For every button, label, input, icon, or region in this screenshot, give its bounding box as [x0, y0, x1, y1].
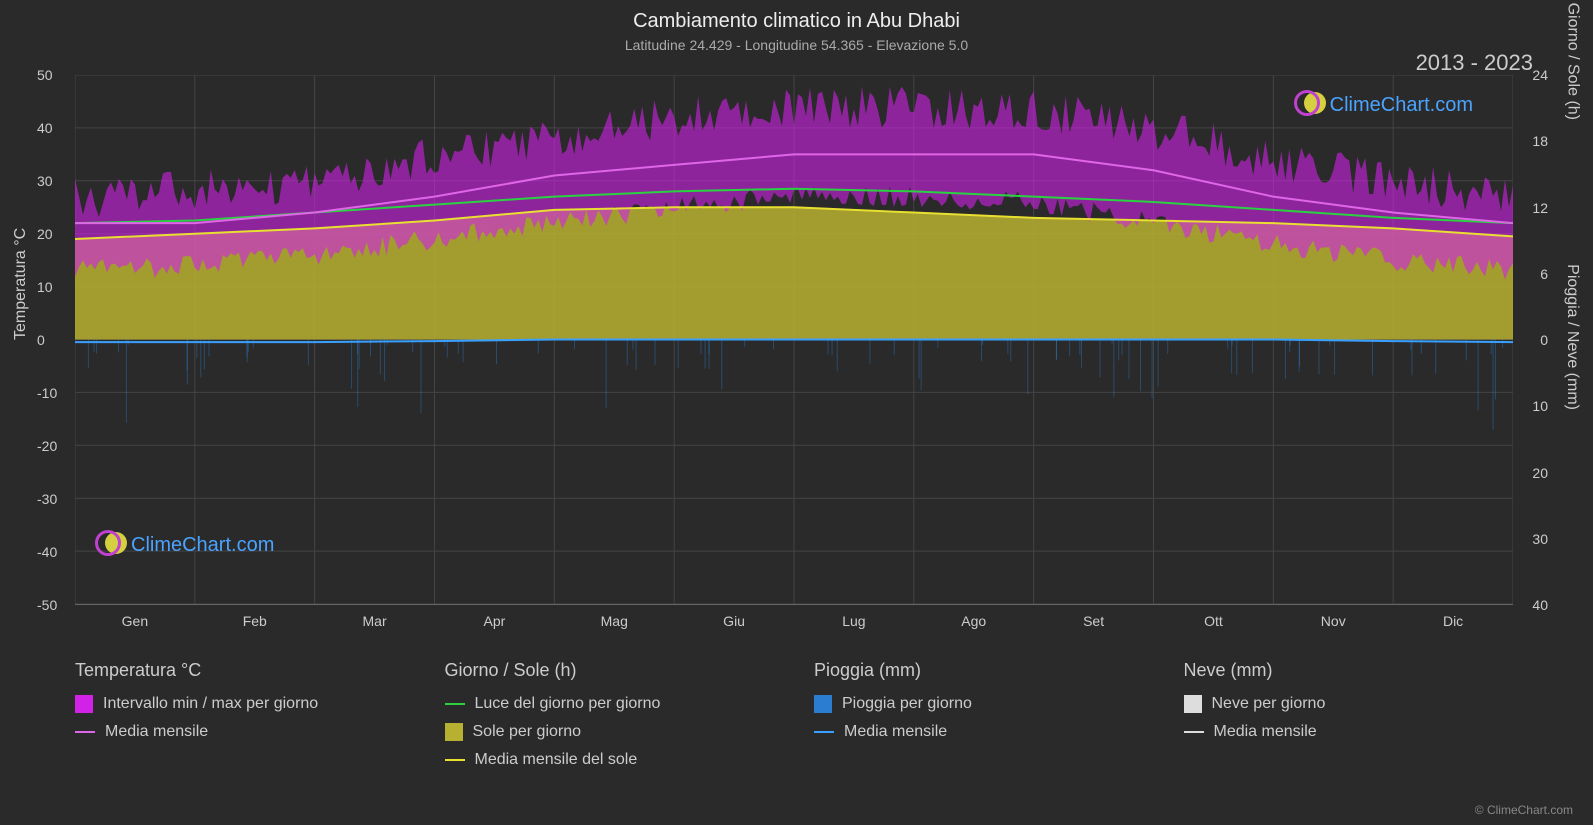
y-tick-right-top: 6: [1540, 266, 1548, 282]
y-tick-left: -20: [37, 438, 57, 454]
y-axis-right-top-label: Giorno / Sole (h): [1563, 3, 1581, 120]
legend-swatch: [814, 695, 832, 713]
y-tick-left: -30: [37, 491, 57, 507]
chart-subtitle: Latitudine 24.429 - Longitudine 54.365 -…: [0, 33, 1593, 53]
legend-group-title: Giorno / Sole (h): [445, 660, 775, 681]
x-tick: Lug: [842, 613, 865, 629]
legend-label: Neve per giorno: [1212, 695, 1326, 713]
legend-label: Media mensile del sole: [475, 751, 638, 769]
climate-chart-container: Cambiamento climatico in Abu Dhabi Latit…: [0, 0, 1593, 825]
legend-item: Luce del giorno per giorno: [445, 695, 775, 713]
logo-icon: [95, 530, 125, 560]
y-tick-left: 40: [37, 120, 53, 136]
y-tick-right-bottom: 40: [1532, 597, 1548, 613]
x-tick: Gen: [122, 613, 148, 629]
chart-svg: [75, 75, 1513, 604]
y-tick-right-top: 24: [1532, 67, 1548, 83]
plot-area: 50403020100-10-20-30-40-5024181260102030…: [75, 75, 1513, 605]
legend-swatch: [75, 695, 93, 713]
y-tick-left: -40: [37, 544, 57, 560]
y-tick-left: -50: [37, 597, 57, 613]
x-tick: Mar: [363, 613, 387, 629]
x-tick: Set: [1083, 613, 1104, 629]
legend-area: Temperatura °C Intervallo min / max per g…: [75, 660, 1513, 779]
y-axis-right-bottom-label: Pioggia / Neve (mm): [1563, 264, 1581, 410]
y-tick-left: -10: [37, 385, 57, 401]
legend-item: Media mensile: [75, 723, 405, 741]
legend-line: [75, 731, 95, 733]
legend-label: Intervallo min / max per giorno: [103, 695, 318, 713]
legend-group-title: Pioggia (mm): [814, 660, 1144, 681]
y-tick-right-top: 0: [1540, 332, 1548, 348]
x-tick: Feb: [243, 613, 267, 629]
logo-text: ClimeChart.com: [131, 534, 274, 557]
legend-label: Sole per giorno: [473, 723, 582, 741]
legend-item: Sole per giorno: [445, 723, 775, 741]
year-range-label: 2013 - 2023: [1416, 50, 1533, 76]
legend-label: Media mensile: [105, 723, 208, 741]
legend-item: Neve per giorno: [1184, 695, 1514, 713]
legend-group: Neve (mm) Neve per giorno Media mensile: [1184, 660, 1514, 779]
logo-text: ClimeChart.com: [1330, 94, 1473, 117]
legend-group-title: Neve (mm): [1184, 660, 1514, 681]
copyright-text: © ClimeChart.com: [1475, 803, 1573, 817]
legend-swatch: [1184, 695, 1202, 713]
legend-item: Pioggia per giorno: [814, 695, 1144, 713]
logo-bottom-left: ClimeChart.com: [95, 530, 274, 560]
y-tick-left: 10: [37, 279, 53, 295]
x-tick: Giu: [723, 613, 745, 629]
y-tick-right-top: 12: [1532, 200, 1548, 216]
legend-line: [445, 759, 465, 761]
legend-item: Media mensile: [1184, 723, 1514, 741]
legend-group: Giorno / Sole (h) Luce del giorno per gio…: [445, 660, 775, 779]
legend-item: Intervallo min / max per giorno: [75, 695, 405, 713]
x-tick: Ott: [1204, 613, 1223, 629]
legend-label: Media mensile: [1214, 723, 1317, 741]
y-tick-left: 30: [37, 173, 53, 189]
legend-line: [1184, 731, 1204, 733]
y-tick-right-top: 18: [1532, 133, 1548, 149]
legend-item: Media mensile: [814, 723, 1144, 741]
legend-group: Pioggia (mm) Pioggia per giorno Media mens…: [814, 660, 1144, 779]
legend-group: Temperatura °C Intervallo min / max per g…: [75, 660, 405, 779]
x-tick: Nov: [1321, 613, 1346, 629]
y-tick-right-bottom: 30: [1532, 531, 1548, 547]
legend-group-title: Temperatura °C: [75, 660, 405, 681]
x-tick: Apr: [484, 613, 506, 629]
y-axis-left-label: Temperatura °C: [12, 228, 30, 340]
legend-item: Media mensile del sole: [445, 751, 775, 769]
y-tick-right-bottom: 10: [1532, 398, 1548, 414]
x-tick: Dic: [1443, 613, 1463, 629]
logo-top-right: ClimeChart.com: [1294, 90, 1473, 120]
y-tick-left: 20: [37, 226, 53, 242]
y-tick-right-bottom: 20: [1532, 465, 1548, 481]
legend-label: Pioggia per giorno: [842, 695, 972, 713]
x-tick: Ago: [961, 613, 986, 629]
y-tick-left: 0: [37, 332, 45, 348]
logo-icon: [1294, 90, 1324, 120]
legend-swatch: [445, 723, 463, 741]
legend-label: Luce del giorno per giorno: [475, 695, 661, 713]
legend-line: [445, 703, 465, 705]
y-tick-left: 50: [37, 67, 53, 83]
legend-line: [814, 731, 834, 733]
x-tick: Mag: [601, 613, 628, 629]
chart-title: Cambiamento climatico in Abu Dhabi: [0, 0, 1593, 33]
legend-label: Media mensile: [844, 723, 947, 741]
